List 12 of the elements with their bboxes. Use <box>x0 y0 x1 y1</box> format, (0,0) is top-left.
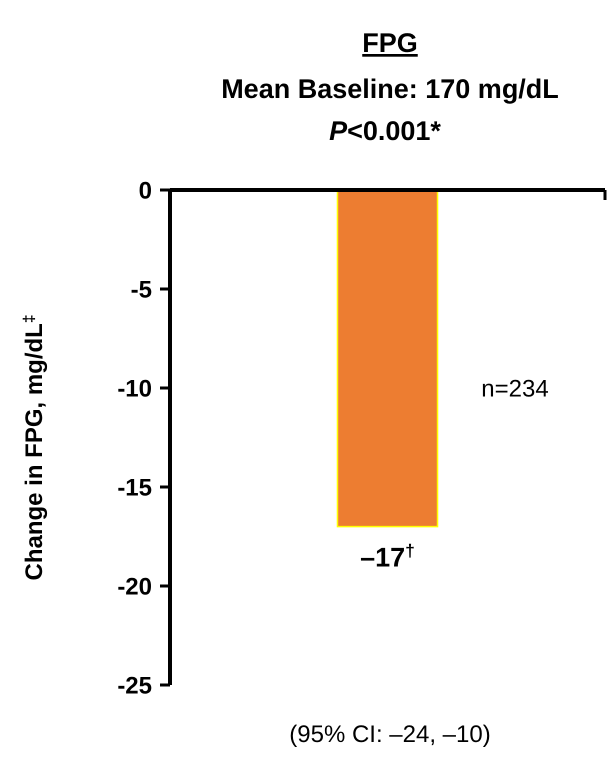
data-label: –17$^{†}$ <box>360 540 415 573</box>
annotation: n=234 <box>481 375 549 402</box>
text: P<0.001* <box>329 116 442 146</box>
y-tick-label: -5 <box>130 276 152 304</box>
chart-subtitle: Mean Baseline: 170 mg/dL <box>221 74 559 104</box>
y-tick-label: 0 <box>138 177 152 204</box>
y-tick-label: -25 <box>117 672 152 700</box>
chart-title: FPG <box>362 28 418 58</box>
y-tick-label: -15 <box>117 474 152 502</box>
y-tick-label: -10 <box>117 375 152 402</box>
y-tick-label: -20 <box>117 573 152 600</box>
text: (95% CI: –24, –10) <box>289 721 491 748</box>
